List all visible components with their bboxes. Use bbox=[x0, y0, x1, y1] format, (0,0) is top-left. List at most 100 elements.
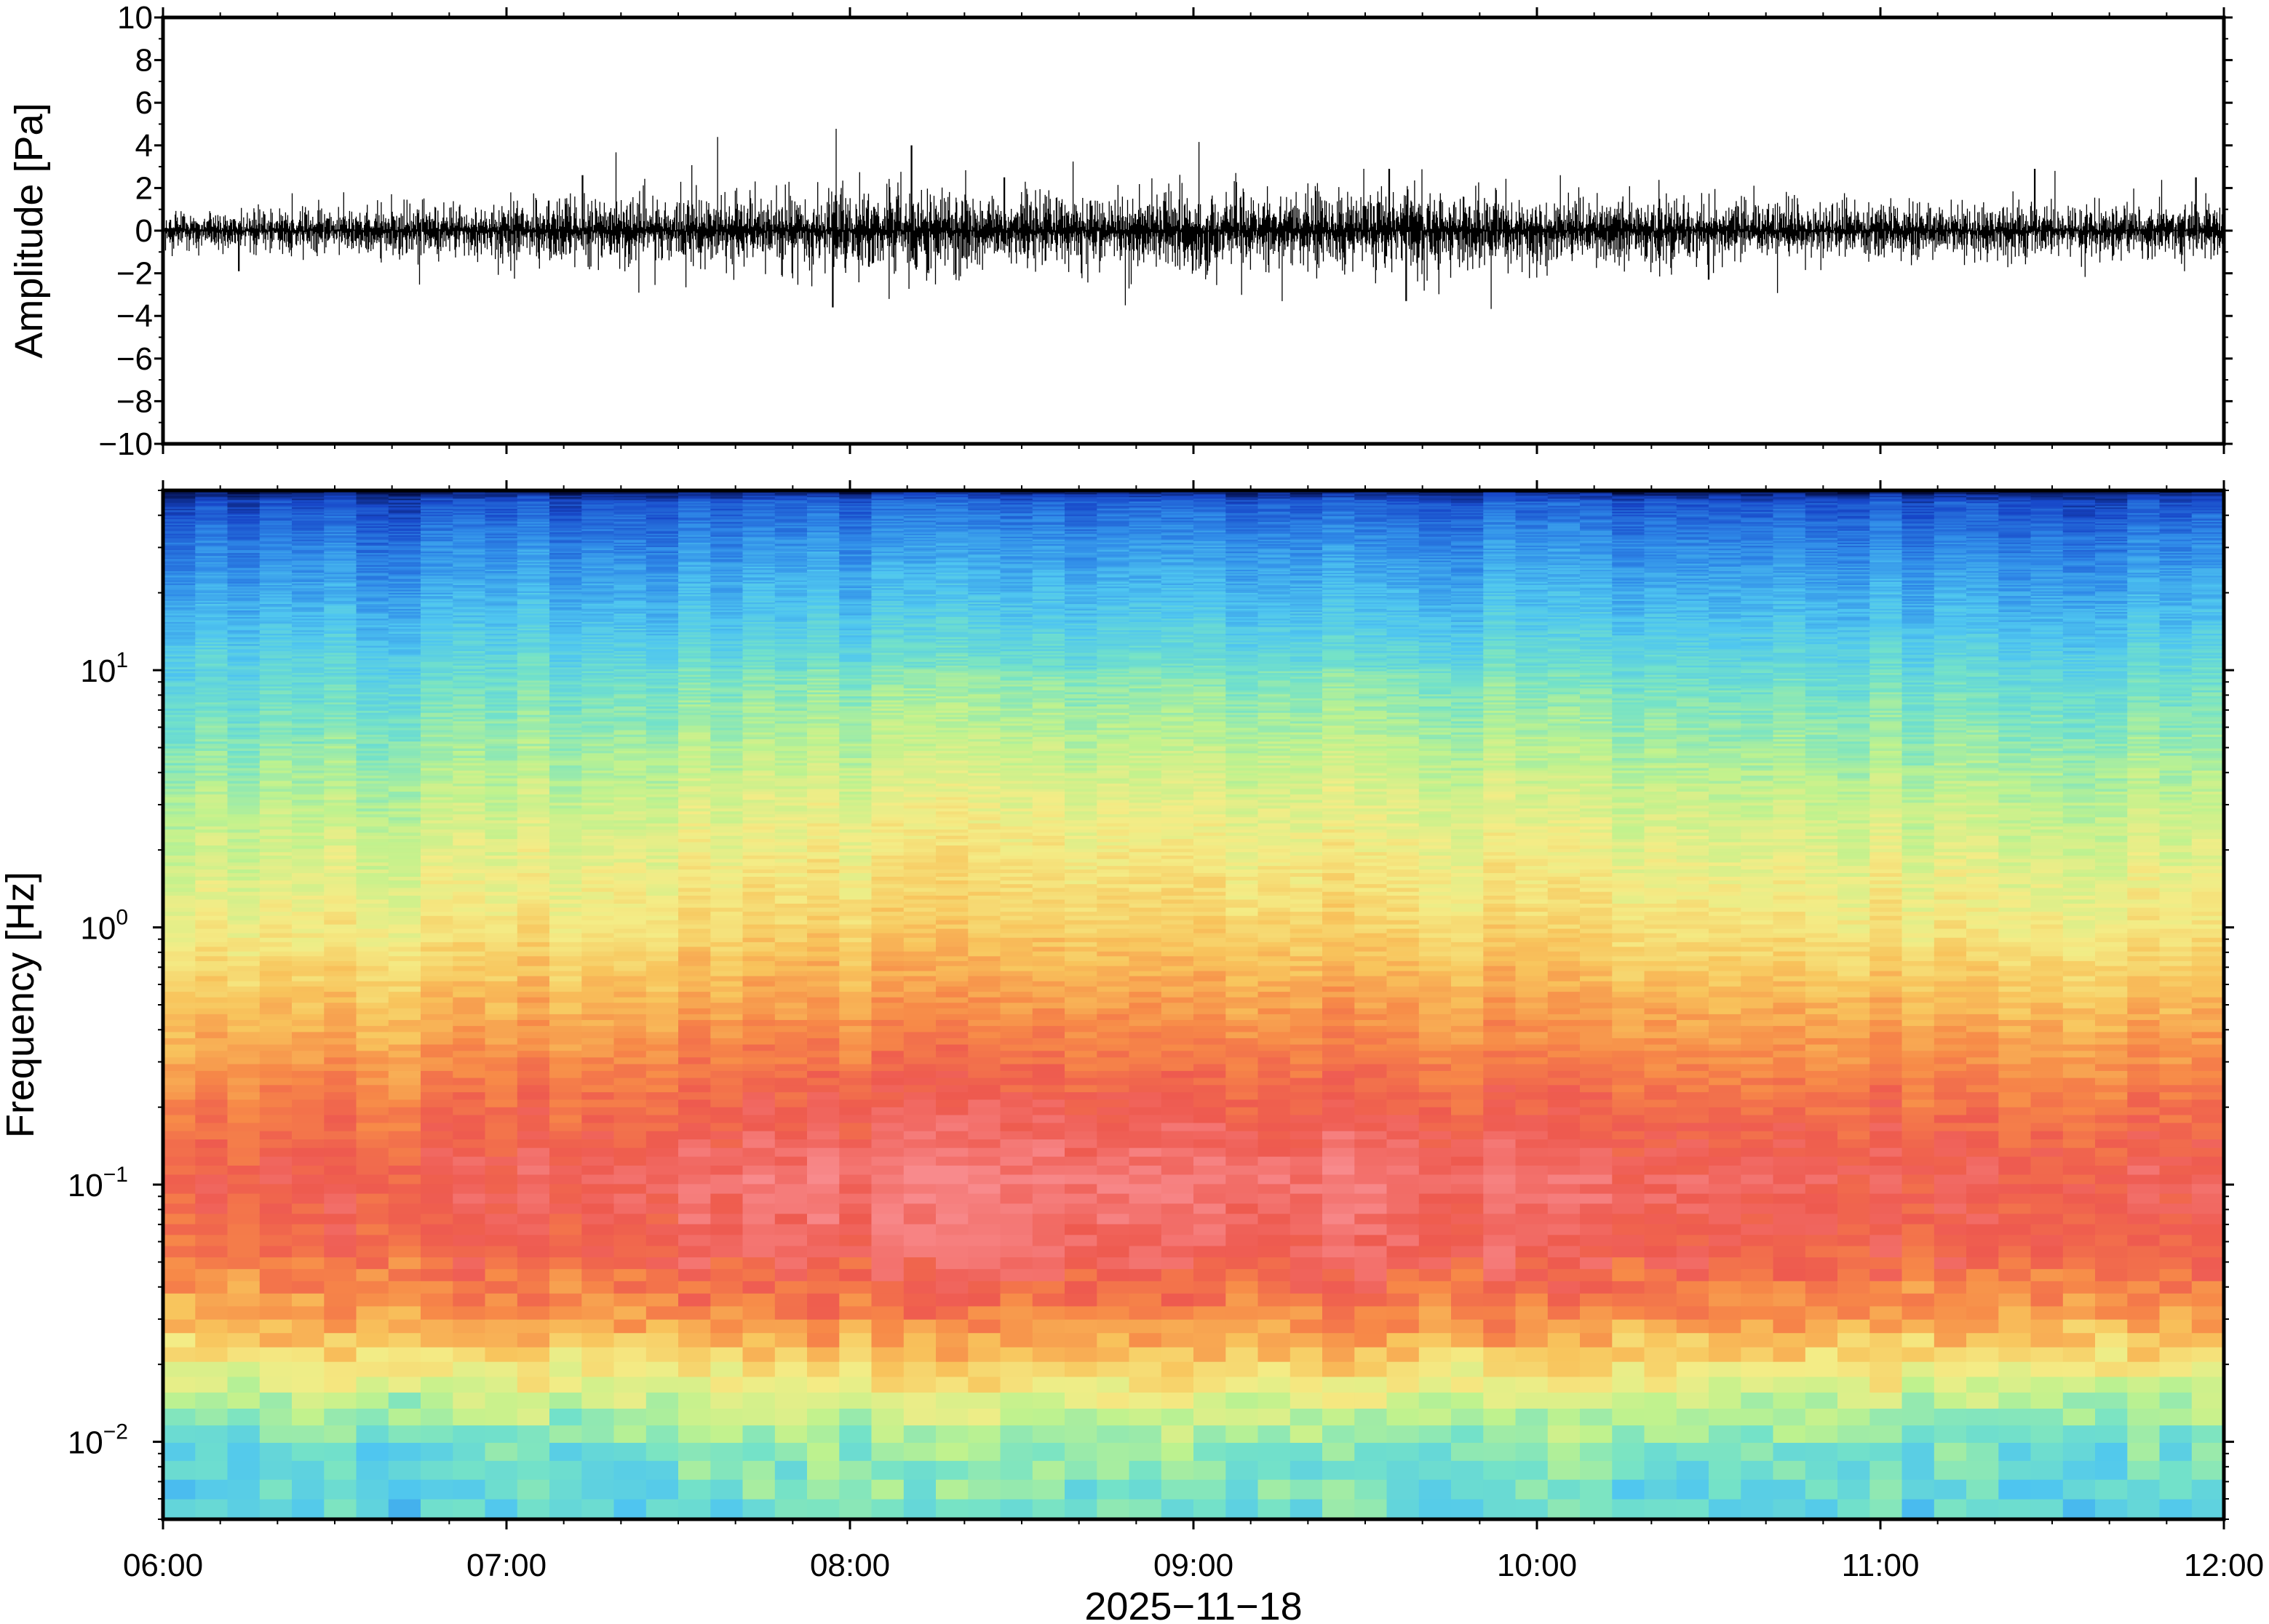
spectrogram-cell bbox=[517, 669, 550, 672]
spectrogram-cell bbox=[710, 1114, 744, 1123]
spectrogram-cell bbox=[710, 811, 744, 815]
spectrogram-cell bbox=[517, 907, 550, 912]
spectrogram-cell bbox=[163, 899, 196, 904]
spectrogram-cell bbox=[485, 580, 518, 582]
spectrogram-cell bbox=[581, 594, 615, 597]
spectrogram-cell bbox=[356, 616, 389, 619]
spectrogram-cell bbox=[710, 923, 744, 929]
spectrogram-cell bbox=[581, 663, 615, 666]
spectrogram-cell bbox=[453, 903, 486, 908]
spectrogram-cell bbox=[227, 508, 261, 511]
spectrogram-cell bbox=[259, 937, 293, 942]
spectrogram-cell bbox=[163, 505, 196, 508]
spectrogram-cell bbox=[549, 933, 582, 938]
spectrogram-cell bbox=[453, 663, 486, 666]
spectrogram-cell bbox=[324, 521, 357, 524]
spectrogram-cell bbox=[324, 760, 357, 763]
spectrogram-cell bbox=[388, 928, 421, 934]
spectrogram-cell bbox=[195, 621, 229, 624]
spectrogram-cell bbox=[292, 1392, 325, 1409]
spectrogram-cell bbox=[163, 642, 196, 645]
spectrogram-cell bbox=[421, 647, 453, 650]
spectrogram-cell bbox=[259, 1043, 293, 1051]
spectrogram-cell bbox=[259, 887, 293, 892]
spectrogram-cell bbox=[453, 621, 486, 624]
spectrogram-cell bbox=[517, 732, 550, 735]
spectrogram-cell bbox=[259, 788, 293, 792]
spectrogram-cell bbox=[678, 920, 711, 925]
spectrogram-cell bbox=[485, 907, 518, 912]
spectrogram-cell bbox=[388, 566, 421, 568]
spectrogram-cell bbox=[549, 1043, 582, 1051]
spectrogram-cell bbox=[581, 615, 615, 617]
spectrogram-cell bbox=[581, 587, 615, 590]
spectrogram-cell bbox=[678, 1376, 711, 1393]
spectrogram-cell bbox=[292, 745, 325, 749]
spectrogram-cell bbox=[324, 555, 357, 558]
spectrogram-cell bbox=[581, 928, 615, 934]
spectrogram-cell bbox=[421, 684, 453, 687]
spectrogram-cell bbox=[453, 605, 486, 608]
spectrogram-cell bbox=[356, 581, 389, 584]
spectrogram-cell bbox=[259, 595, 293, 598]
spectrogram-cell bbox=[453, 572, 486, 575]
spectrogram-cell bbox=[324, 659, 357, 662]
spectrogram-cell bbox=[388, 634, 421, 637]
spectrogram-cell bbox=[421, 895, 453, 900]
spectrogram-cell bbox=[356, 628, 389, 631]
spectrogram-cell bbox=[292, 869, 325, 873]
spectrogram-cell bbox=[453, 750, 486, 754]
spectrogram-cell bbox=[485, 541, 518, 543]
spectrogram-cell bbox=[388, 1293, 421, 1307]
spectrogram-cell bbox=[227, 729, 261, 733]
spectrogram-cell bbox=[227, 584, 261, 587]
spectrogram-cell bbox=[163, 565, 196, 567]
spectrogram-cell bbox=[227, 600, 261, 602]
spectrogram-cell bbox=[421, 691, 453, 695]
spectrogram-cell bbox=[710, 780, 744, 784]
spectrogram-cell bbox=[517, 521, 550, 524]
spectrogram-cell bbox=[356, 765, 389, 768]
spectrogram-cell bbox=[292, 1442, 325, 1461]
spectrogram-cell bbox=[324, 633, 357, 636]
spectrogram-cell bbox=[356, 648, 389, 651]
spectrogram-cell bbox=[292, 880, 325, 885]
spectrogram-cell bbox=[710, 808, 744, 812]
spectrogram-cell bbox=[421, 659, 453, 662]
spectrogram-cell bbox=[613, 1131, 647, 1139]
amplitude-tick-label: 2 bbox=[135, 170, 153, 206]
spectrogram-cell bbox=[259, 521, 293, 524]
spectrogram-cell bbox=[195, 624, 229, 627]
spectrogram-cell bbox=[292, 1425, 325, 1443]
spectrogram-cell bbox=[163, 975, 196, 982]
spectrogram-cell bbox=[227, 517, 261, 520]
spectrogram-cell bbox=[227, 826, 261, 830]
spectrogram-cell bbox=[356, 725, 389, 728]
spectrogram-cell bbox=[259, 832, 293, 836]
spectrogram-cell bbox=[549, 624, 582, 627]
spectrogram-cell bbox=[549, 674, 582, 677]
spectrogram-cell bbox=[678, 1281, 711, 1294]
spectrogram-cell bbox=[581, 727, 615, 731]
spectrogram-cell bbox=[581, 760, 615, 763]
spectrogram-cell bbox=[259, 700, 293, 703]
spectrogram-cell bbox=[388, 765, 421, 768]
spectrogram-cell bbox=[517, 544, 550, 546]
spectrogram-cell bbox=[259, 616, 293, 619]
spectrogram-cell bbox=[421, 544, 453, 546]
spectrogram-cell bbox=[581, 975, 615, 982]
spectrogram-cell bbox=[163, 558, 196, 561]
spectrogram-cell bbox=[227, 1183, 261, 1194]
spectrogram-cell bbox=[549, 521, 582, 524]
spectrogram-cell bbox=[581, 591, 615, 593]
spectrogram-cell bbox=[613, 895, 647, 900]
spectrogram-cell bbox=[195, 496, 229, 499]
spectrogram-cell bbox=[645, 1332, 679, 1348]
spectrogram-cell bbox=[549, 508, 582, 511]
spectrogram-cell bbox=[421, 690, 453, 693]
spectrogram-cell bbox=[163, 643, 196, 646]
spectrogram-cell bbox=[259, 1442, 293, 1461]
spectrogram-cell bbox=[356, 521, 389, 524]
spectrogram-cell bbox=[227, 688, 261, 690]
spectrogram-cell bbox=[195, 611, 229, 614]
